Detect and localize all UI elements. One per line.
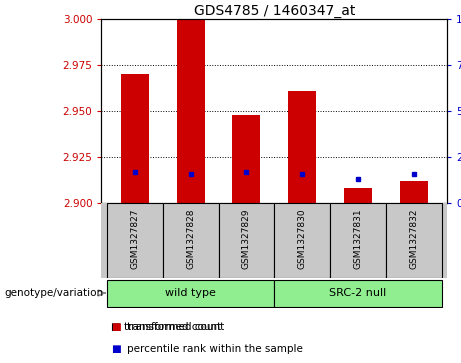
Bar bbox=[121, 74, 149, 203]
Text: GSM1327827: GSM1327827 bbox=[130, 209, 139, 269]
Bar bbox=[163, 203, 219, 278]
Bar bbox=[232, 115, 260, 203]
Text: GSM1327831: GSM1327831 bbox=[354, 209, 362, 269]
Text: GSM1327828: GSM1327828 bbox=[186, 209, 195, 269]
Text: percentile rank within the sample: percentile rank within the sample bbox=[127, 344, 303, 354]
Text: ■: ■ bbox=[111, 322, 120, 332]
Bar bbox=[274, 203, 330, 278]
Text: SRC-2 null: SRC-2 null bbox=[329, 288, 387, 298]
Bar bbox=[344, 188, 372, 203]
Text: ■: ■ bbox=[111, 344, 120, 354]
Bar bbox=[107, 203, 163, 278]
Text: GSM1327830: GSM1327830 bbox=[298, 209, 307, 269]
Text: ■ transformed count: ■ transformed count bbox=[111, 322, 221, 332]
Text: wild type: wild type bbox=[165, 288, 216, 298]
Text: transformed count: transformed count bbox=[127, 322, 224, 332]
Bar bbox=[177, 19, 205, 203]
Bar bbox=[386, 203, 442, 278]
Bar bbox=[219, 203, 274, 278]
Bar bbox=[274, 280, 442, 306]
Title: GDS4785 / 1460347_at: GDS4785 / 1460347_at bbox=[194, 4, 355, 18]
Text: GSM1327832: GSM1327832 bbox=[409, 209, 418, 269]
Bar bbox=[288, 91, 316, 203]
Bar bbox=[400, 181, 428, 203]
Bar bbox=[107, 280, 274, 306]
Text: genotype/variation: genotype/variation bbox=[5, 288, 104, 298]
Text: GSM1327829: GSM1327829 bbox=[242, 209, 251, 269]
Bar bbox=[330, 203, 386, 278]
